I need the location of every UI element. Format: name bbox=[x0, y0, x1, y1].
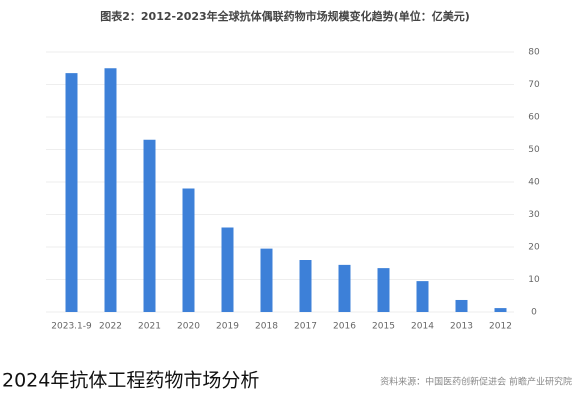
bar bbox=[338, 264, 351, 312]
x-tick-label: 2020 bbox=[177, 322, 200, 332]
y-tick-label: 50 bbox=[528, 145, 540, 155]
x-tick-label: 2013 bbox=[450, 322, 473, 332]
x-tick-label: 2018 bbox=[255, 322, 278, 332]
y-tick-label: 20 bbox=[528, 243, 540, 253]
y-tick-label: 0 bbox=[531, 308, 537, 318]
caption: 2024年抗体工程药物市场分析 bbox=[2, 370, 259, 392]
x-tick-label: 2015 bbox=[372, 322, 395, 332]
x-tick-label: 2021 bbox=[138, 322, 161, 332]
chart-title: 图表2：2012-2023年全球抗体偶联药物市场规模变化趋势(单位：亿美元) bbox=[100, 9, 470, 23]
y-tick-label: 40 bbox=[528, 178, 540, 188]
bar bbox=[377, 268, 390, 312]
bar bbox=[260, 248, 273, 312]
source-note: 资料来源：中国医药创新促进会 前瞻产业研究院 bbox=[380, 376, 572, 388]
x-tick-label: 2012 bbox=[489, 322, 512, 332]
caption-background bbox=[0, 364, 350, 396]
y-tick-label: 70 bbox=[528, 80, 540, 90]
x-tick-label: 2014 bbox=[411, 322, 434, 332]
y-tick-label: 80 bbox=[528, 48, 540, 58]
x-tick-label: 2017 bbox=[294, 322, 317, 332]
bar bbox=[221, 227, 234, 312]
x-tick-label: 2022 bbox=[99, 322, 122, 332]
bar bbox=[416, 281, 429, 312]
bar bbox=[104, 68, 117, 312]
bar bbox=[455, 299, 468, 312]
x-tick-label: 2019 bbox=[216, 322, 239, 332]
x-tick-label: 2016 bbox=[333, 322, 356, 332]
bar bbox=[65, 73, 78, 312]
y-tick-label: 30 bbox=[528, 210, 540, 220]
y-tick-label: 60 bbox=[528, 113, 540, 123]
bar bbox=[494, 308, 507, 312]
bar bbox=[182, 188, 195, 312]
bar bbox=[143, 139, 156, 312]
x-tick-label: 2023.1-9 bbox=[51, 322, 92, 332]
bar bbox=[299, 260, 312, 312]
y-tick-label: 10 bbox=[528, 275, 540, 285]
